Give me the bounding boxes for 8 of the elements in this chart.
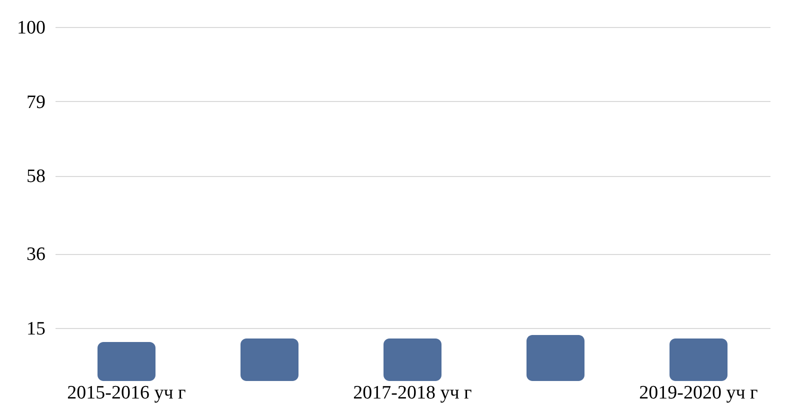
y-tick-label: 58 bbox=[26, 166, 46, 188]
y-tick-label: 36 bbox=[26, 244, 46, 266]
y-tick-label: 100 bbox=[17, 18, 46, 38]
y-tick-label: 15 bbox=[26, 318, 46, 340]
x-tick-label: 2019-2020 уч г bbox=[639, 382, 758, 404]
x-tick-label: 2017-2018 уч г bbox=[353, 382, 472, 404]
x-tick-label: 2015-2016 уч г bbox=[67, 382, 186, 404]
y-tick-label: 79 bbox=[26, 92, 46, 113]
